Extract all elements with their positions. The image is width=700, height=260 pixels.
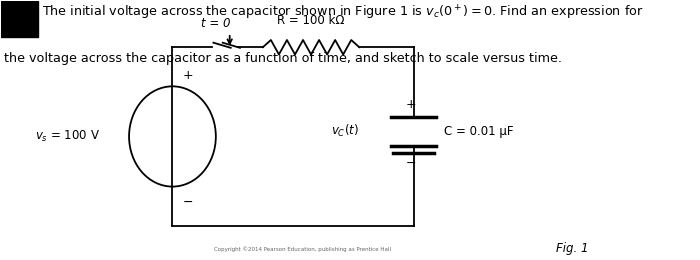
Text: t = 0: t = 0 <box>201 17 230 30</box>
Text: The initial voltage across the capacitor shown in Figure 1 is $v_c(0^+) = 0$. Fi: The initial voltage across the capacitor… <box>42 3 643 22</box>
Text: −: − <box>182 196 192 209</box>
Text: $v_C(t)$: $v_C(t)$ <box>331 123 359 139</box>
Text: Fig. 1: Fig. 1 <box>556 243 588 256</box>
Text: −: − <box>405 157 416 170</box>
Text: $v_s$ = 100 V: $v_s$ = 100 V <box>35 129 100 144</box>
Text: the voltage across the capacitor as a function of time, and sketch to scale vers: the voltage across the capacitor as a fu… <box>4 53 561 66</box>
Text: R = 100 kΩ: R = 100 kΩ <box>277 14 345 27</box>
Text: +: + <box>405 98 416 111</box>
Text: C = 0.01 μF: C = 0.01 μF <box>444 125 513 138</box>
Text: Copyright ©2014 Pearson Education, publishing as Prentice Hall: Copyright ©2014 Pearson Education, publi… <box>214 246 391 252</box>
FancyBboxPatch shape <box>1 1 38 37</box>
Text: +: + <box>182 69 192 82</box>
